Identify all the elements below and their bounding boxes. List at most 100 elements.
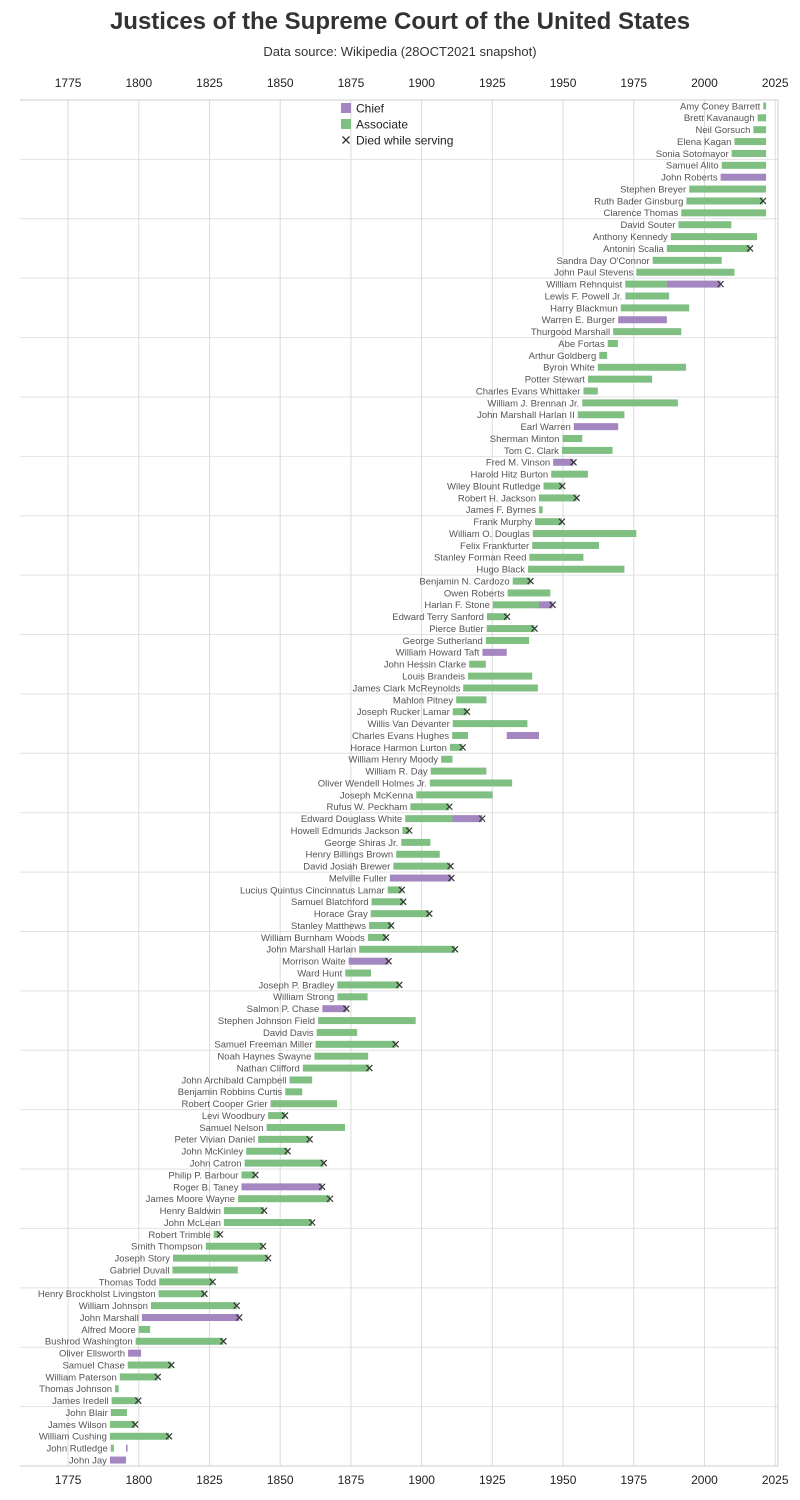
- chief-term-bar[interactable]: [126, 1444, 128, 1452]
- associate-term-bar[interactable]: [441, 755, 453, 763]
- associate-term-bar[interactable]: [371, 898, 404, 906]
- associate-term-bar[interactable]: [111, 1397, 139, 1405]
- associate-term-bar[interactable]: [401, 838, 431, 846]
- associate-term-bar[interactable]: [625, 292, 670, 300]
- associate-term-bar[interactable]: [223, 1207, 265, 1215]
- associate-term-bar[interactable]: [535, 518, 562, 526]
- chief-term-bar[interactable]: [241, 1183, 323, 1191]
- associate-term-bar[interactable]: [138, 1325, 151, 1333]
- associate-term-bar[interactable]: [757, 114, 767, 122]
- associate-term-bar[interactable]: [337, 993, 368, 1001]
- associate-term-bar[interactable]: [449, 743, 463, 751]
- associate-term-bar[interactable]: [532, 541, 599, 549]
- associate-term-bar[interactable]: [244, 1159, 324, 1167]
- associate-term-bar[interactable]: [527, 565, 625, 573]
- associate-term-bar[interactable]: [539, 506, 543, 514]
- associate-term-bar[interactable]: [666, 244, 750, 252]
- associate-term-bar[interactable]: [607, 340, 618, 348]
- associate-term-bar[interactable]: [172, 1266, 238, 1274]
- chief-term-bar[interactable]: [482, 648, 507, 656]
- associate-term-bar[interactable]: [270, 1100, 338, 1108]
- chief-term-bar[interactable]: [348, 957, 389, 965]
- associate-term-bar[interactable]: [512, 577, 531, 585]
- associate-term-bar[interactable]: [551, 470, 588, 478]
- chief-term-bar[interactable]: [452, 815, 483, 823]
- associate-term-bar[interactable]: [468, 672, 533, 680]
- chief-term-bar[interactable]: [109, 1456, 127, 1464]
- associate-term-bar[interactable]: [721, 161, 767, 169]
- associate-term-bar[interactable]: [223, 1218, 313, 1226]
- associate-term-bar[interactable]: [686, 197, 764, 205]
- associate-term-bar[interactable]: [597, 363, 687, 371]
- associate-term-bar[interactable]: [367, 933, 386, 941]
- associate-term-bar[interactable]: [410, 803, 450, 811]
- associate-term-bar[interactable]: [582, 399, 678, 407]
- associate-term-bar[interactable]: [213, 1230, 220, 1238]
- associate-term-bar[interactable]: [109, 1420, 136, 1428]
- associate-term-bar[interactable]: [620, 304, 690, 312]
- associate-term-bar[interactable]: [405, 815, 453, 823]
- associate-term-bar[interactable]: [285, 1088, 303, 1096]
- associate-term-bar[interactable]: [485, 636, 530, 644]
- associate-term-bar[interactable]: [127, 1361, 172, 1369]
- associate-term-bar[interactable]: [158, 1290, 205, 1298]
- associate-term-bar[interactable]: [150, 1302, 237, 1310]
- associate-term-bar[interactable]: [302, 1064, 370, 1072]
- associate-term-bar[interactable]: [562, 435, 583, 443]
- associate-term-bar[interactable]: [159, 1278, 213, 1286]
- associate-term-bar[interactable]: [109, 1432, 170, 1440]
- associate-term-bar[interactable]: [396, 850, 440, 858]
- associate-term-bar[interactable]: [486, 613, 508, 621]
- associate-term-bar[interactable]: [670, 233, 758, 241]
- associate-term-bar[interactable]: [469, 660, 486, 668]
- associate-term-bar[interactable]: [625, 280, 667, 288]
- associate-term-bar[interactable]: [599, 351, 608, 359]
- associate-term-bar[interactable]: [393, 862, 451, 870]
- associate-term-bar[interactable]: [135, 1337, 224, 1345]
- chief-term-bar[interactable]: [720, 173, 767, 181]
- associate-term-bar[interactable]: [318, 1017, 416, 1025]
- associate-term-bar[interactable]: [268, 1112, 286, 1120]
- associate-term-bar[interactable]: [763, 102, 767, 110]
- associate-term-bar[interactable]: [119, 1373, 158, 1381]
- associate-term-bar[interactable]: [507, 589, 551, 597]
- chief-term-bar[interactable]: [573, 423, 619, 431]
- associate-term-bar[interactable]: [613, 328, 682, 336]
- associate-term-bar[interactable]: [678, 221, 732, 229]
- associate-term-bar[interactable]: [402, 827, 410, 835]
- associate-term-bar[interactable]: [452, 731, 469, 739]
- associate-term-bar[interactable]: [316, 1028, 358, 1036]
- associate-term-bar[interactable]: [463, 684, 538, 692]
- associate-term-bar[interactable]: [314, 1052, 369, 1060]
- associate-term-bar[interactable]: [734, 138, 767, 146]
- associate-term-bar[interactable]: [387, 886, 402, 894]
- associate-term-bar[interactable]: [681, 209, 767, 217]
- associate-term-bar[interactable]: [205, 1242, 263, 1250]
- associate-term-bar[interactable]: [577, 411, 625, 419]
- chief-term-bar[interactable]: [666, 280, 721, 288]
- associate-term-bar[interactable]: [173, 1254, 269, 1262]
- associate-term-bar[interactable]: [543, 482, 563, 490]
- chief-term-bar[interactable]: [539, 601, 553, 609]
- chief-term-bar[interactable]: [553, 458, 574, 466]
- chief-term-bar[interactable]: [506, 731, 540, 739]
- associate-term-bar[interactable]: [689, 185, 767, 193]
- associate-term-bar[interactable]: [452, 708, 467, 716]
- associate-term-bar[interactable]: [529, 553, 584, 561]
- associate-term-bar[interactable]: [241, 1171, 256, 1179]
- associate-term-bar[interactable]: [636, 268, 735, 276]
- chief-term-bar[interactable]: [322, 1005, 347, 1013]
- associate-term-bar[interactable]: [359, 945, 456, 953]
- associate-term-bar[interactable]: [110, 1444, 114, 1452]
- associate-term-bar[interactable]: [416, 791, 493, 799]
- associate-term-bar[interactable]: [731, 149, 767, 157]
- associate-term-bar[interactable]: [532, 530, 637, 538]
- associate-term-bar[interactable]: [583, 387, 598, 395]
- associate-term-bar[interactable]: [492, 601, 540, 609]
- associate-term-bar[interactable]: [587, 375, 653, 383]
- associate-term-bar[interactable]: [430, 767, 487, 775]
- associate-term-bar[interactable]: [315, 1040, 396, 1048]
- associate-term-bar[interactable]: [258, 1135, 310, 1143]
- associate-term-bar[interactable]: [539, 494, 577, 502]
- chief-term-bar[interactable]: [389, 874, 452, 882]
